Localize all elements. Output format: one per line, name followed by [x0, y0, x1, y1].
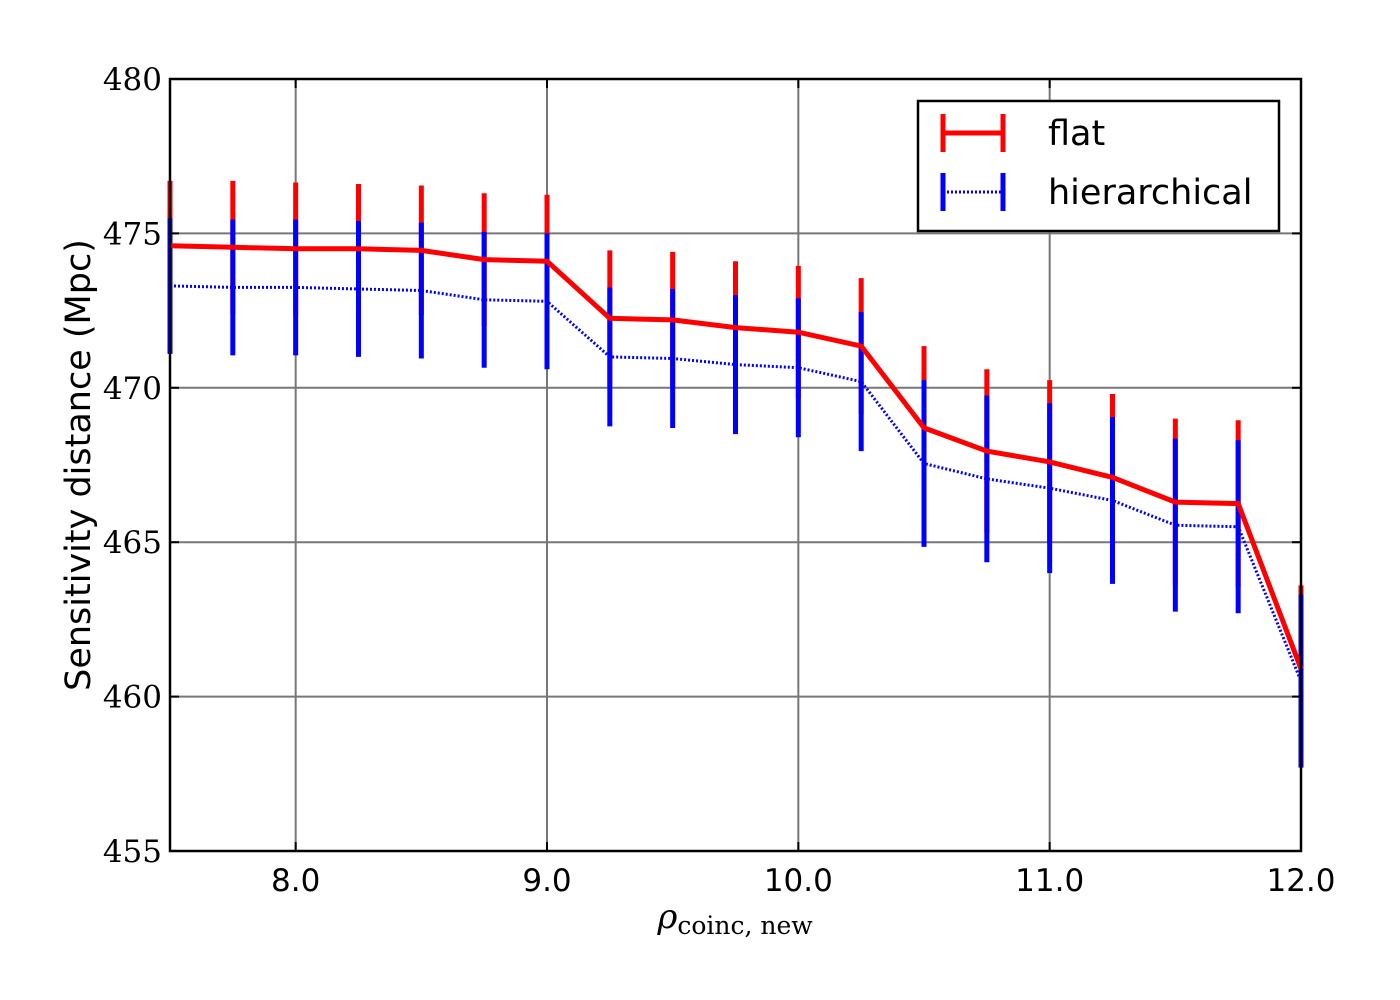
series-group — [167, 180, 1304, 768]
y-tick-label: 470 — [103, 371, 162, 407]
x-tick-label: 10.0 — [764, 863, 833, 899]
legend: flat hierarchical — [916, 99, 1281, 233]
x-tick-label: 8.0 — [271, 863, 320, 899]
y-axis-label: Sensitivity distance (Mpc) — [59, 239, 99, 691]
ticks: 8.0 9.0 10.0 11.0 12.0 455 460 465 470 475 480 — [103, 62, 1336, 899]
series-line-flat — [169, 243, 1304, 670]
series-line-hierarchical — [169, 284, 1303, 682]
x-axis-label-subscript: coinc, new — [677, 911, 813, 940]
x-tick-label: 11.0 — [1015, 863, 1084, 899]
legend-item-flat: flat — [940, 114, 1105, 154]
y-tick-label: 460 — [103, 680, 162, 716]
y-tick-label: 455 — [103, 834, 162, 870]
y-tick-label: 475 — [103, 216, 162, 252]
x-axis-label-symbol: ρ — [656, 897, 677, 937]
legend-label: hierarchical — [1048, 173, 1252, 213]
x-axis-label: ρcoinc, new — [656, 897, 813, 940]
legend-item-hierarchical: hierarchical — [940, 173, 1252, 213]
legend-box — [916, 99, 1281, 233]
series-hierarchical — [167, 217, 1304, 768]
series-flat — [167, 180, 1304, 753]
x-tick-label: 12.0 — [1266, 863, 1335, 899]
legend-label: flat — [1048, 114, 1105, 154]
x-tick-label: 9.0 — [522, 863, 571, 899]
y-tick-label: 480 — [103, 62, 162, 98]
plot-frame — [168, 77, 1303, 853]
y-tick-label: 465 — [103, 525, 162, 561]
